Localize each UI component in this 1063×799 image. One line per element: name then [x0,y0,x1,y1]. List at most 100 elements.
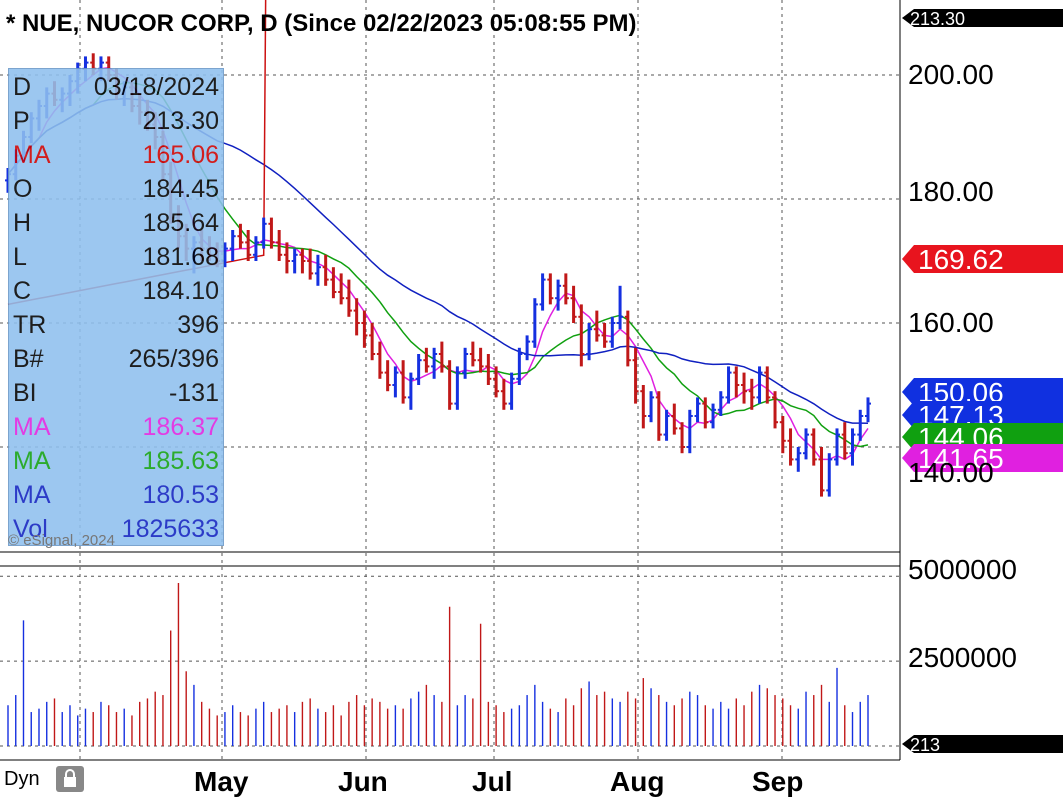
info-value: -131 [168,379,219,407]
ohlc-bar [477,347,484,373]
ohlc-bar [787,428,794,466]
ohlc-bar [849,428,856,466]
ohlc-bar [593,310,600,342]
ohlc-bar [229,230,236,261]
info-key: P [13,107,30,135]
ohlc-bar [485,354,492,385]
cursor-info-panel: D 03/18/2024 P 213.30 MA 165.06 O 184.45 H 185.64… [8,68,224,546]
info-key: MA [13,141,51,169]
ohlc-bar [710,403,717,429]
ohlc-bar [438,341,445,373]
ohlc-bar [578,304,585,367]
price-marker-label: 169.62 [918,244,1004,275]
ohlc-bar [361,310,368,348]
price-marker-label: 213 [910,735,940,755]
ohlc-bar [756,366,763,404]
ohlc-bar [276,230,283,261]
info-value: 180.53 [142,481,219,509]
ohlc-bar [663,409,670,441]
ohlc-bar [392,366,399,398]
info-row: L 181.68 [13,243,219,277]
ohlc-bar [810,428,817,466]
info-value: 185.64 [142,209,219,237]
ohlc-bar [493,366,500,398]
info-key: Vol [13,515,48,543]
ohlc-bar [779,416,786,454]
ohlc-bar [268,217,275,249]
volume-tick-label: 5000000 [908,554,1018,585]
price-tick-label: 160.00 [908,307,994,338]
info-key: TR [13,311,47,339]
ohlc-bar [531,298,538,348]
ohlc-bar [555,279,562,311]
volume-tick-label: 2500000 [908,642,1018,673]
ohlc-bar [694,397,701,423]
info-value: 03/18/2024 [93,73,219,101]
ohlc-bar [446,360,453,410]
info-row: MA 186.37 [13,413,219,447]
ohlc-bar [609,316,616,348]
info-row: BI -131 [13,379,219,413]
ohlc-bar [237,223,244,249]
ohlc-bar [353,298,360,336]
info-row: H 185.64 [13,209,219,243]
time-tick-label: Jul [472,766,513,797]
price-tick-label: 140.00 [908,457,994,488]
ohlc-bar [772,391,779,429]
ohlc-bar [338,273,345,305]
price-marker-label: 213.30 [910,9,965,29]
info-row: B# 265/396 [13,345,219,379]
ohlc-bar [764,366,771,404]
ohlc-bar [307,248,314,280]
info-row: C 184.10 [13,277,219,311]
price-marker-bg [902,9,1063,27]
dyn-label[interactable]: Dyn [4,768,40,790]
volume-bars [7,582,869,746]
info-value: 1825633 [121,515,219,543]
info-value: 185.63 [142,447,219,475]
ohlc-bar [601,323,608,348]
ohlc-bar [570,285,577,323]
ohlc-bar [516,347,523,385]
info-key: C [13,277,32,305]
price-marker-bg [902,378,1063,406]
ohlc-bar [617,285,624,330]
ohlc-bar [655,391,662,441]
ohlc-bar [717,391,724,416]
price-marker-label: 141.65 [918,443,1004,474]
ohlc-bar [345,279,352,317]
ohlc-bar [539,273,546,311]
price-marker-bg [902,401,1063,429]
info-value: 165.06 [142,141,219,169]
ohlc-bar [283,242,290,274]
ohlc-bar [454,366,461,410]
ohlc-bar [686,409,693,454]
info-value: 181.68 [142,243,219,271]
info-row: O 184.45 [13,175,219,209]
ohlc-bar [524,335,531,361]
price-marker-bg [902,444,1063,472]
price-marker: 213 [902,735,1063,755]
time-tick-label: Jun [338,766,388,797]
ohlc-bars [5,53,871,497]
ohlc-bar [423,347,430,373]
ohlc-bar [469,341,476,367]
time-tick-label: May [194,766,249,797]
lock-icon[interactable] [56,766,84,792]
price-marker: 141.65 [902,443,1063,474]
ohlc-bar [384,360,391,392]
info-key: MA [13,413,51,441]
info-value: 213.30 [142,107,219,135]
ohlc-bar [725,366,732,404]
info-row: Vol 1825633 [13,515,219,549]
time-tick-label: Sep [752,766,804,797]
ohlc-bar [818,447,825,497]
info-value: 184.45 [142,175,219,203]
ohlc-bar [702,397,709,429]
ohlc-bar [586,323,593,361]
info-key: H [13,209,32,237]
ohlc-bar [841,422,848,460]
info-row: MA 165.06 [13,141,219,175]
ohlc-bar [462,347,469,379]
ohlc-bar [741,372,748,404]
